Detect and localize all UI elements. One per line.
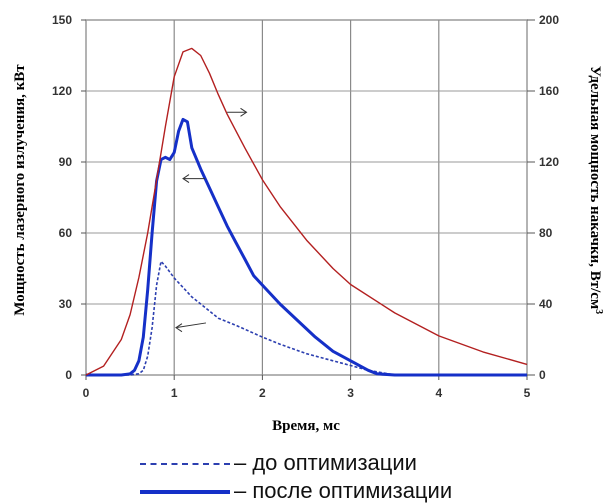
legend-dashed-swatch bbox=[140, 463, 230, 466]
y-right-tick-label: 160 bbox=[539, 84, 559, 98]
arrow-left-axis-before bbox=[175, 322, 207, 329]
x-tick-label: 5 bbox=[524, 386, 531, 400]
right-axis-title-superscript: 3 bbox=[594, 309, 605, 314]
y-right-tick-label: 120 bbox=[539, 155, 559, 169]
axes bbox=[81, 19, 535, 380]
x-tick-label: 0 bbox=[83, 386, 90, 400]
y-left-tick-label: 0 bbox=[65, 368, 72, 382]
x-tick-label: 3 bbox=[347, 386, 354, 400]
y-left-tick-label: 120 bbox=[52, 84, 72, 98]
legend-dashed-label: – до оптимизации bbox=[234, 450, 417, 475]
plot-frame bbox=[85, 19, 528, 376]
arrow-right-axis-head bbox=[240, 107, 248, 117]
x-axis-title: Время, мс bbox=[272, 418, 340, 434]
y-right-tick-label: 200 bbox=[539, 13, 559, 27]
x-tick-label: 1 bbox=[171, 386, 178, 400]
arrow-left-axis-before-head bbox=[175, 323, 183, 333]
legend-solid-swatch bbox=[140, 490, 230, 495]
y-left-tick-label: 90 bbox=[59, 155, 73, 169]
y-left-tick-label: 150 bbox=[52, 13, 72, 27]
right-axis-title-text: Удельная мощность накачки, Вт/см bbox=[587, 66, 603, 309]
legend-solid-label: – после оптимизации bbox=[234, 478, 453, 503]
y-left-tick-label: 60 bbox=[59, 226, 73, 240]
y-left-tick-label: 30 bbox=[59, 297, 73, 311]
y-right-tick-label: 40 bbox=[539, 297, 553, 311]
legend-dashed: – до оптимизации bbox=[140, 450, 417, 476]
y-right-tick-label: 80 bbox=[539, 226, 553, 240]
legend-solid: – после оптимизации bbox=[140, 478, 452, 504]
series-line-before bbox=[86, 260, 395, 376]
arrow-left-axis-after-head bbox=[182, 174, 190, 183]
grid bbox=[85, 19, 528, 376]
series-layer bbox=[85, 47, 528, 377]
arrows-layer bbox=[175, 107, 248, 333]
series-line-after bbox=[86, 117, 527, 377]
left-axis-title: Мощность лазерного излучения, кВт bbox=[12, 64, 28, 316]
x-tick-label: 2 bbox=[259, 386, 266, 400]
x-tick-label: 4 bbox=[435, 386, 442, 400]
right-axis-title: Удельная мощность накачки, Вт/см3 bbox=[587, 66, 605, 314]
series-line-pump-power bbox=[85, 47, 528, 376]
y-right-tick-label: 0 bbox=[539, 368, 546, 382]
